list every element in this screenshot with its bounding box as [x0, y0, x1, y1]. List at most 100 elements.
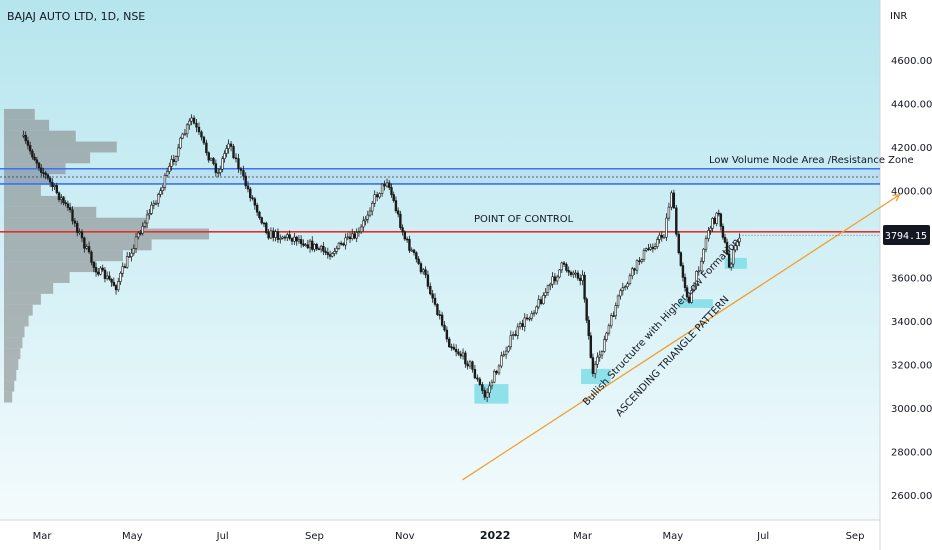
candle-body: [709, 227, 712, 231]
candle-body: [94, 267, 98, 273]
candle-body: [237, 158, 240, 170]
candle-body: [24, 134, 27, 142]
candle-body: [183, 133, 187, 136]
candle-body: [172, 159, 175, 162]
candle-body: [283, 236, 287, 239]
candle-body: [195, 122, 198, 128]
candle-body: [587, 319, 590, 337]
candle-body: [596, 356, 599, 365]
candle-body: [281, 236, 284, 239]
candle-body: [76, 222, 79, 233]
candle-body: [53, 185, 56, 187]
candle-body: [426, 274, 430, 287]
candle-body: [159, 190, 162, 195]
candle-body: [225, 148, 228, 154]
candle-body: [304, 244, 307, 246]
candle-body: [736, 241, 739, 246]
candle-body: [339, 242, 343, 245]
candle-body: [502, 354, 505, 357]
x-tick-label: Jul: [216, 531, 229, 542]
candle-body: [306, 244, 310, 249]
candle-body: [651, 246, 655, 249]
candle-body: [99, 267, 102, 275]
candle-body: [57, 192, 61, 200]
candle-body: [297, 239, 301, 242]
candle-body: [454, 349, 458, 353]
candle-body: [483, 390, 486, 398]
candle-body: [667, 206, 671, 219]
candle-body: [348, 236, 352, 240]
candle-body: [311, 240, 314, 250]
candlestick-series: [22, 114, 741, 402]
candle-body: [523, 317, 526, 327]
candle-body: [346, 236, 350, 239]
candle-body: [322, 245, 325, 252]
candle-body: [168, 166, 171, 172]
candle-body: [675, 207, 678, 235]
candle-body: [713, 218, 716, 224]
candle-body: [679, 252, 683, 266]
candle-body: [181, 133, 184, 139]
candle-body: [537, 299, 540, 308]
candle-body: [123, 266, 127, 268]
chart-title: BAJAJ AUTO LTD, 1D, NSE: [7, 10, 145, 23]
candle-body: [562, 262, 566, 265]
candle-body: [431, 293, 434, 299]
candle-body: [33, 156, 36, 161]
candle-body: [355, 232, 358, 239]
candle-body: [342, 243, 345, 246]
candle-body: [177, 147, 180, 157]
candle-body: [626, 283, 629, 288]
candle-body: [422, 269, 425, 273]
candle-body: [279, 238, 282, 240]
candle-body: [42, 172, 45, 174]
candle-body: [80, 231, 84, 239]
volume-profile-bar: [4, 391, 13, 403]
candle-body: [55, 185, 59, 194]
candle-body: [197, 126, 201, 133]
candle-body: [593, 363, 597, 374]
candle-body: [362, 220, 365, 228]
y-tick-label: 2800.00: [891, 448, 932, 459]
candle-body: [717, 212, 720, 215]
time-axis-panel: [0, 520, 880, 550]
candle-body: [380, 183, 384, 194]
candle-body: [108, 275, 111, 280]
candle-body: [351, 233, 354, 240]
candle-body: [600, 351, 604, 356]
candle-body: [403, 231, 407, 240]
candle-body: [448, 338, 451, 348]
candle-body: [130, 252, 133, 257]
candle-body: [35, 159, 39, 164]
candle-body: [681, 265, 685, 278]
volume-profile-bar: [4, 239, 152, 251]
candle-body: [417, 258, 420, 264]
candle-body: [366, 214, 369, 220]
candle-body: [119, 272, 122, 282]
x-tick-label: May: [122, 531, 143, 542]
volume-profile-bar: [4, 195, 66, 207]
candle-body: [125, 256, 129, 268]
y-tick-label: 3000.00: [891, 404, 932, 415]
candle-body: [267, 232, 270, 239]
candle-body: [313, 244, 316, 250]
candle-body: [574, 272, 577, 275]
candle-body: [128, 256, 131, 258]
volume-profile-bar: [4, 108, 35, 120]
volume-profile-bar: [4, 130, 76, 142]
candle-body: [576, 272, 580, 279]
candle-body: [150, 204, 153, 214]
candle-body: [665, 217, 668, 238]
candle-body: [112, 281, 116, 286]
candle-body: [440, 314, 444, 326]
candle-body: [317, 248, 321, 250]
candle-body: [221, 158, 224, 170]
candle-body: [551, 276, 554, 285]
candle-body: [640, 259, 643, 263]
candle-body: [383, 183, 386, 187]
candle-body: [405, 238, 409, 241]
candle-body: [504, 350, 508, 356]
candle-body: [260, 217, 263, 224]
